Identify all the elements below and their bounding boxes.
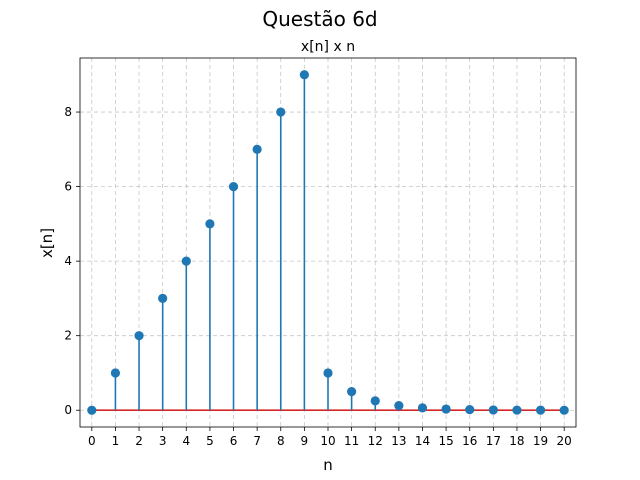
stem-marker [347,386,357,397]
stems [87,70,569,415]
x-tick-label: 5 [206,434,214,448]
y-tick-label: 8 [64,105,72,119]
stem-marker [512,405,522,415]
chart-title: x[n] x n [301,39,355,55]
x-tick-label: 4 [182,434,190,448]
x-tick-label: 3 [159,434,167,448]
x-tick-label: 13 [391,434,406,448]
stem-marker [205,219,215,229]
x-tick-label: 17 [486,434,501,448]
stem-marker [276,107,286,117]
stem-marker [488,405,498,415]
x-tick-label: 8 [277,434,285,448]
stem-marker [299,70,309,80]
stem-marker [158,293,168,304]
x-tick-label: 14 [415,434,430,448]
stem-marker [417,403,428,413]
x-axis-label: n [323,456,333,474]
x-tick-label: 6 [230,434,238,448]
x-tick-label: 2 [135,434,143,448]
stem-marker [87,405,97,415]
stem-marker [181,256,191,266]
x-tick-label: 11 [344,434,359,448]
x-tick-label: 7 [253,434,261,448]
stem-marker [535,405,546,415]
plot-frame [79,57,577,428]
chart-suptitle: Questão 6d [262,7,377,31]
stem-marker [228,181,239,192]
stem-marker [370,396,380,406]
stem-marker [110,368,121,378]
x-tick-label: 18 [509,434,524,448]
stem-marker [559,405,569,415]
x-tick-label: 10 [320,434,335,448]
x-tick-label: 15 [438,434,453,448]
x-tick-label: 1 [112,434,120,448]
y-tick-label: 2 [64,329,72,343]
x-tick-label: 9 [301,434,309,448]
stem-marker [323,368,333,378]
y-tick-label: 4 [64,254,72,268]
stem-marker [465,405,475,415]
x-tick-label: 19 [533,434,548,448]
stem-marker [134,331,144,341]
stem-marker [441,404,451,414]
x-tick-label: 16 [462,434,477,448]
y-tick-label: 6 [64,180,72,194]
x-tick-label: 20 [557,434,572,448]
y-axis-label: x[n] [38,228,56,258]
y-tick-label: 0 [64,403,72,417]
x-tick-label: 0 [88,434,96,448]
x-tick-label: 12 [368,434,383,448]
stem-marker [394,400,404,411]
stem-marker [252,144,262,154]
